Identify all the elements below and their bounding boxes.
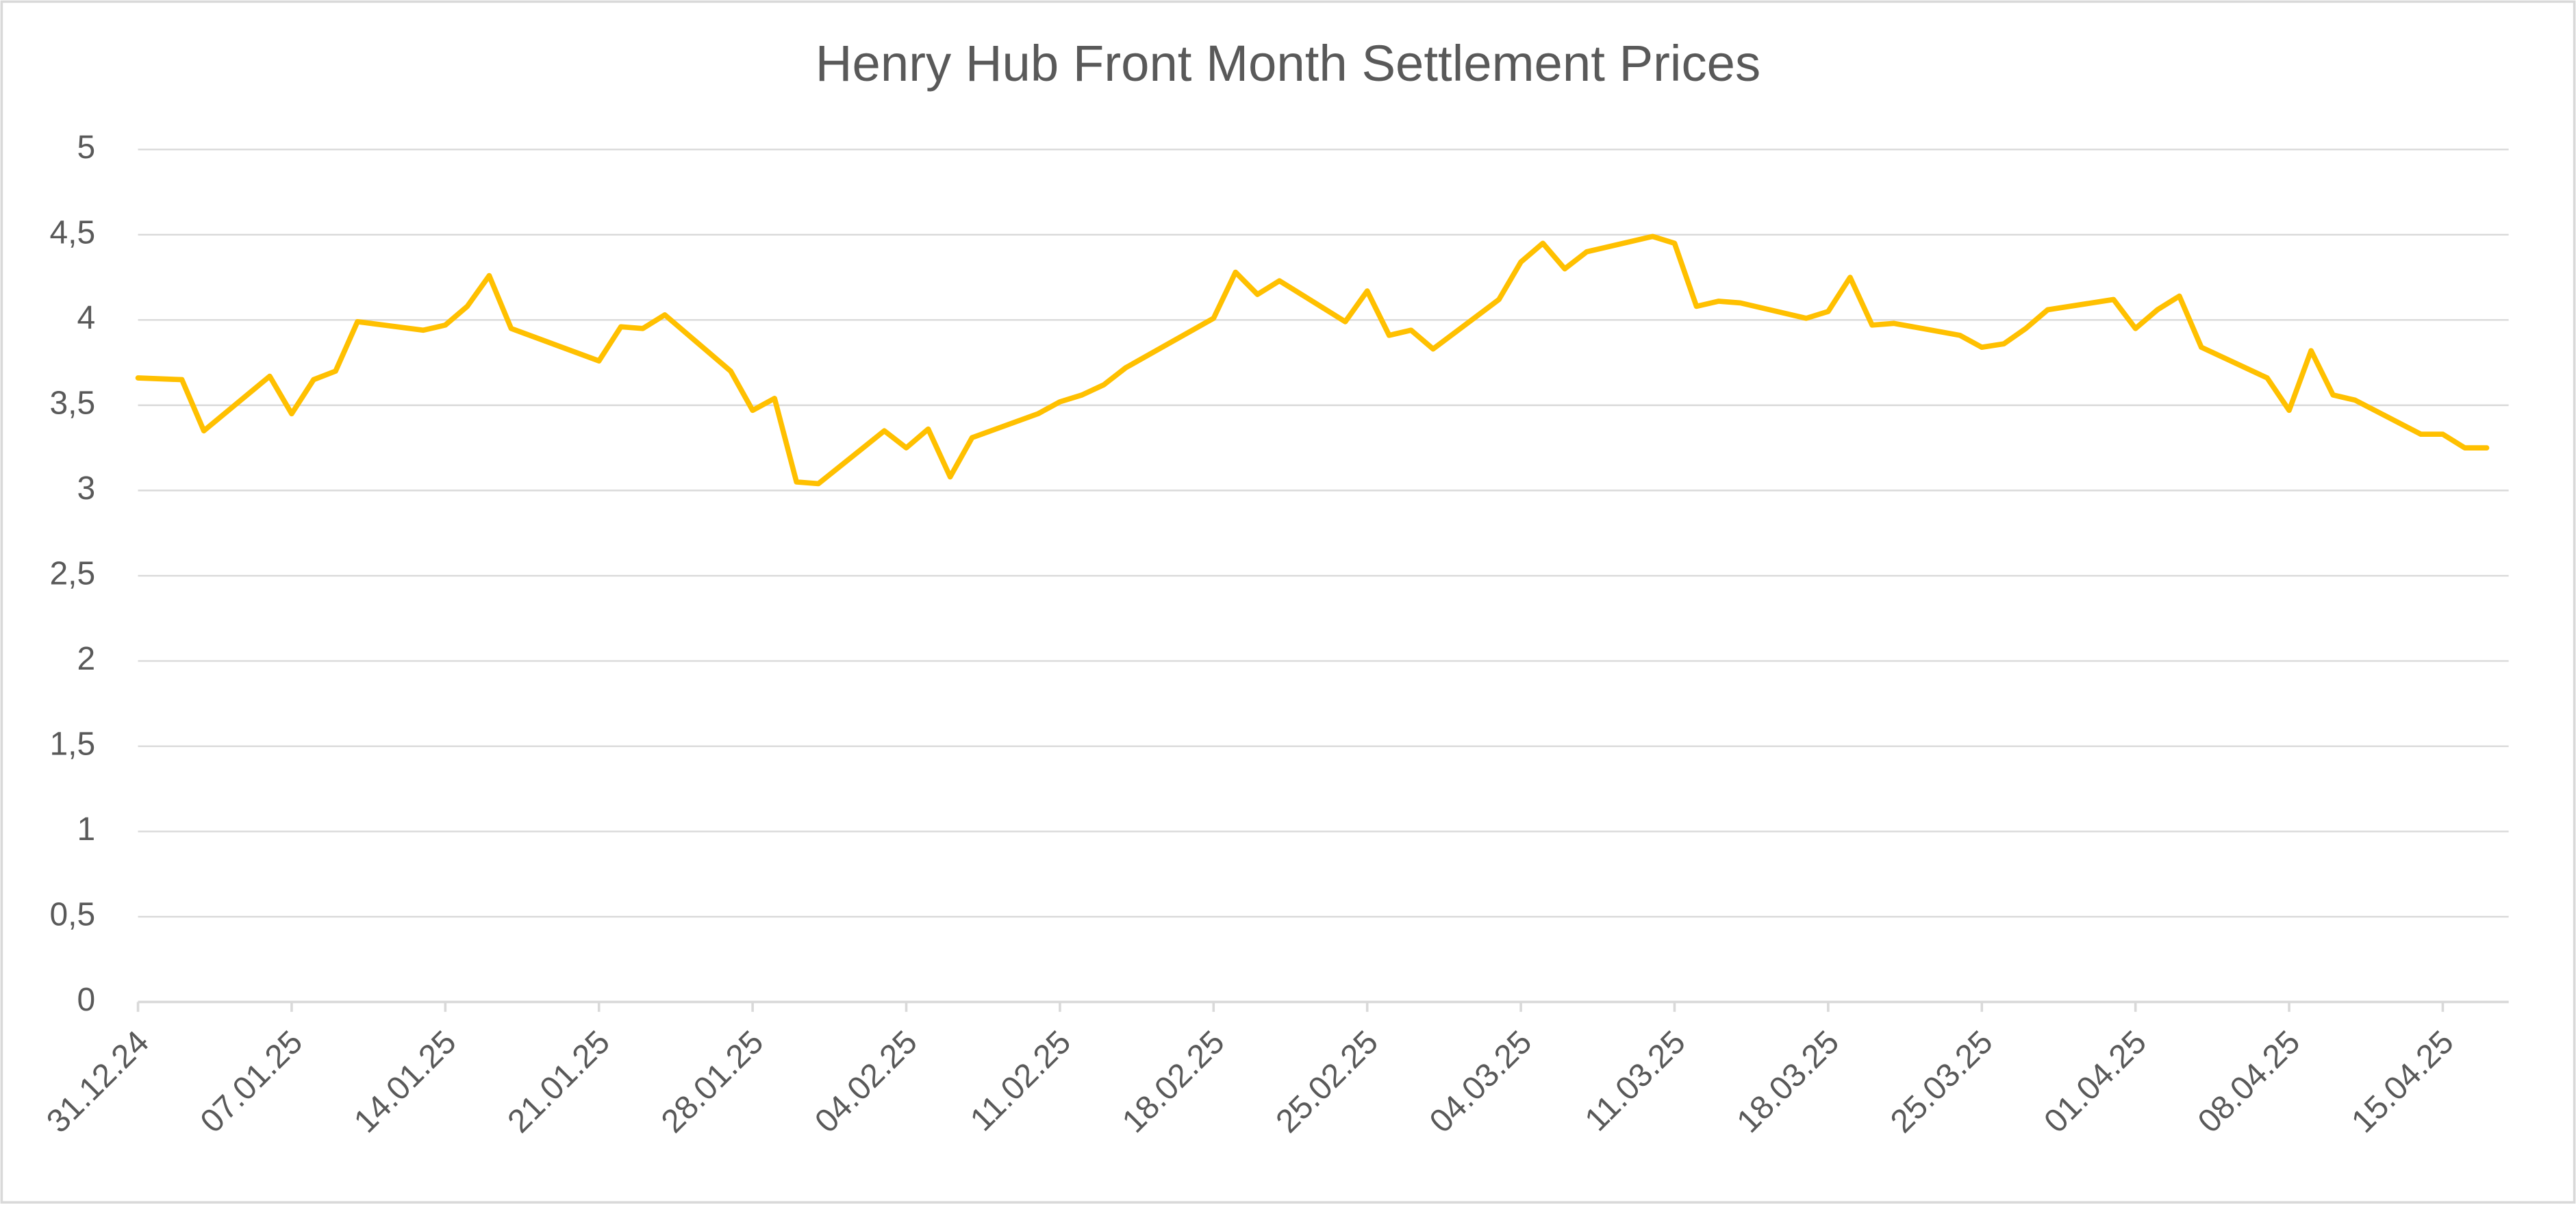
y-tick-label: 3: [77, 470, 95, 507]
y-tick-label: 2: [77, 641, 95, 677]
y-tick-label: 2,5: [49, 556, 95, 592]
chart-title: Henry Hub Front Month Settlement Prices: [816, 35, 1760, 92]
y-tick-label: 0: [77, 982, 95, 1018]
y-tick-label: 4: [77, 300, 95, 336]
series-line: [135, 233, 2490, 487]
y-tick-label: 5: [77, 129, 95, 166]
y-tick-label: 1,5: [49, 726, 95, 763]
y-tick-label: 3,5: [49, 385, 95, 422]
y-tick-label: 1: [77, 811, 95, 848]
y-tick-label: 0,5: [49, 897, 95, 933]
y-tick-label: 4,5: [49, 215, 95, 251]
